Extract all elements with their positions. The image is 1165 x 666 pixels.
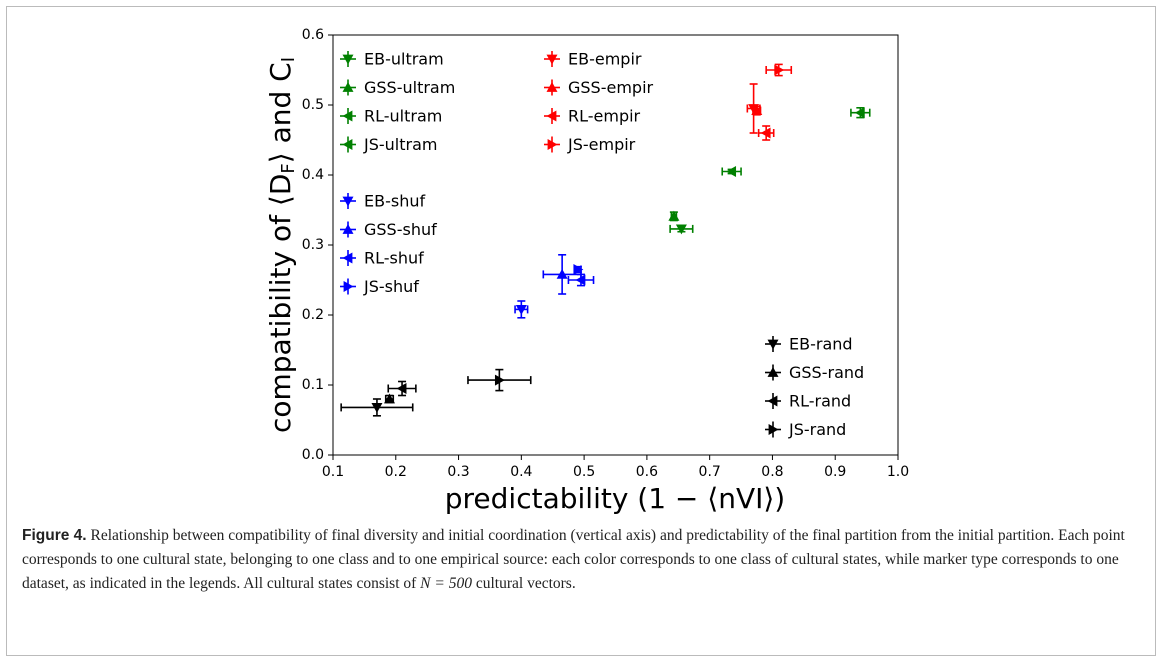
legend-marker — [546, 54, 558, 65]
legend-marker — [342, 110, 353, 122]
marker — [573, 264, 584, 275]
legend-marker — [767, 367, 779, 377]
legend-label: GSS-shuf — [364, 220, 437, 239]
legend-marker — [342, 224, 354, 234]
legend-marker — [342, 54, 354, 65]
legend-marker — [767, 339, 779, 350]
legend-marker — [342, 252, 353, 264]
marker — [726, 166, 737, 177]
legend-marker — [342, 196, 354, 207]
legend-label: EB-empir — [568, 50, 642, 69]
marker — [494, 374, 505, 386]
chart: predictability (1 − ⟨nVI⟩) compatibility… — [264, 27, 909, 515]
legend-label: RL-ultram — [364, 107, 442, 126]
x-tick-label: 0.7 — [699, 464, 721, 480]
legend-label: JS-empir — [567, 135, 636, 154]
legend-marker — [342, 82, 354, 92]
marker — [515, 305, 527, 315]
legend-label: EB-ultram — [364, 50, 444, 69]
marker — [854, 107, 865, 119]
marker — [668, 210, 680, 221]
legend-label: RL-shuf — [364, 249, 424, 268]
figure-frame — [6, 6, 1156, 656]
y-tick-label: 0.1 — [302, 377, 324, 393]
y-tick-label: 0.6 — [302, 27, 324, 43]
marker — [774, 64, 785, 76]
x-tick-label: 1.0 — [887, 464, 909, 480]
caption: Figure 4. Relationship between compatibi… — [22, 524, 1142, 596]
legend-marker — [546, 82, 558, 92]
legend-label: RL-empir — [568, 107, 641, 126]
y-tick-label: 0.0 — [302, 447, 324, 463]
legend-marker — [342, 139, 353, 150]
x-tick-label: 0.5 — [573, 464, 595, 480]
marker — [675, 224, 687, 235]
legend-marker — [546, 110, 557, 122]
legend-marker — [768, 424, 779, 435]
marker — [384, 393, 395, 404]
legend-label: GSS-empir — [568, 78, 654, 97]
legend-label: JS-shuf — [363, 277, 419, 296]
legend-marker — [767, 395, 778, 407]
y-axis-label-sub: I — [278, 57, 299, 62]
legend-label: GSS-rand — [789, 363, 864, 382]
x-tick-label: 0.2 — [385, 464, 407, 480]
y-tick-label: 0.2 — [302, 307, 324, 323]
marker — [396, 383, 407, 394]
y-tick-label: 0.5 — [302, 97, 324, 113]
legend-label: GSS-ultram — [364, 78, 455, 97]
x-tick-label: 0.8 — [761, 464, 783, 480]
y-axis-label-part: ⟩ and C — [264, 62, 297, 163]
x-tick-label: 0.4 — [510, 464, 532, 480]
y-axis-label-part: compatibility of ⟨D — [264, 174, 297, 433]
caption-text: Relationship between compatibility of fi… — [22, 527, 1125, 592]
y-axis-label-sub: F — [278, 163, 299, 173]
caption-label: Figure 4. — [22, 527, 87, 544]
x-tick-label: 0.9 — [824, 464, 846, 480]
y-axis-label: compatibility of ⟨DF⟩ and CI — [264, 57, 299, 433]
y-tick-label: 0.3 — [302, 237, 324, 253]
legend-label: JS-rand — [788, 420, 846, 439]
caption-end: cultural vectors. — [471, 575, 576, 592]
y-tick-label: 0.4 — [302, 167, 324, 183]
legend-marker — [547, 139, 558, 150]
x-tick-label: 0.3 — [447, 464, 469, 480]
caption-math: N = 500 — [420, 575, 472, 592]
legend-marker — [343, 281, 354, 292]
legend-label: RL-rand — [789, 392, 851, 411]
x-tick-label: 0.1 — [322, 464, 344, 480]
marker — [371, 403, 383, 413]
marker — [556, 268, 568, 279]
legend-label: EB-shuf — [364, 192, 425, 211]
marker — [751, 105, 763, 115]
legend-label: EB-rand — [789, 335, 853, 354]
x-axis-label: predictability (1 − ⟨nVI⟩) — [445, 482, 785, 515]
x-tick-label: 0.6 — [636, 464, 658, 480]
marker — [760, 127, 771, 139]
legend-label: JS-ultram — [363, 135, 437, 154]
marker — [575, 274, 586, 286]
